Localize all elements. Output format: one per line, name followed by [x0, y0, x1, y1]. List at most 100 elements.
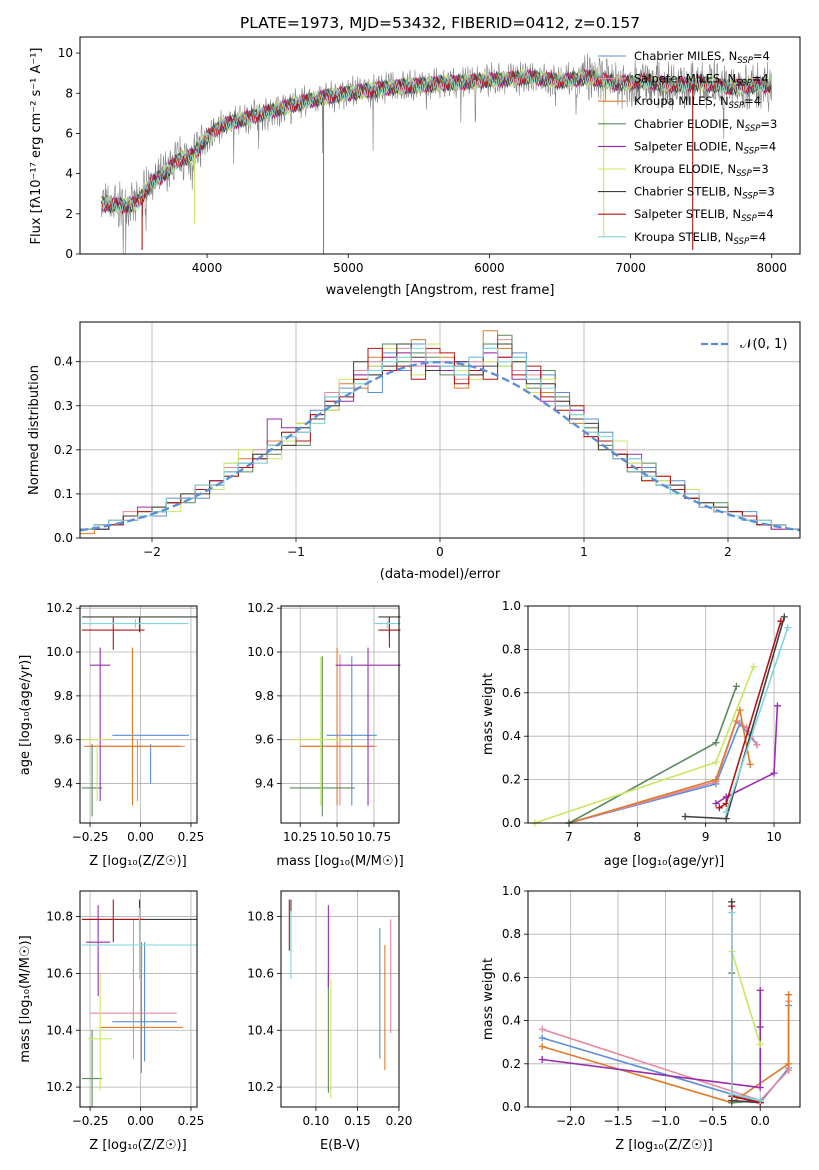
legend-subscript: SSP — [744, 146, 760, 156]
data-point-marker — [777, 617, 785, 625]
x-tick-label: 2 — [724, 545, 732, 559]
massweight-vs-z-ylabel: mass weight — [481, 958, 496, 1040]
massweight-vs-z-xlabel: Z [log₁₀(Z/Z☉)] — [615, 1138, 712, 1153]
y-tick-label: 6 — [65, 126, 73, 140]
y-tick-label: 0.2 — [502, 773, 521, 787]
histogram-step — [80, 347, 800, 530]
normal-curve — [79, 360, 801, 532]
legend-subscript: SSP — [745, 124, 761, 134]
x-tick-label: 8000 — [756, 261, 787, 275]
mass-vs-z-xlabel: Z [log₁₀(Z/Z☉)] — [89, 1138, 186, 1153]
y-tick-label: 4 — [65, 167, 73, 181]
x-tick-label: 0.25 — [178, 830, 205, 844]
y-tick-label: 0.4 — [54, 355, 73, 369]
x-tick-label: 0.15 — [344, 1114, 371, 1128]
x-tick-label: 0.00 — [127, 1114, 154, 1128]
spectrum-panel: PLATE=1973, MJD=53432, FIBERID=0412, z=0… — [29, 14, 801, 298]
data-point-marker — [785, 991, 793, 999]
data-point-marker — [780, 613, 788, 621]
model-spectrum-line — [100, 68, 772, 214]
x-tick-label: 0 — [436, 545, 444, 559]
model-spectrum-line — [100, 68, 772, 215]
y-tick-label: 9.8 — [54, 689, 73, 703]
legend-subscript: SSP — [742, 192, 758, 202]
y-tick-label: 0.6 — [502, 686, 521, 700]
series-line — [725, 627, 789, 813]
x-tick-label: −0.5 — [698, 1114, 727, 1128]
legend-label: Salpeter STELIB, NSSP=4 — [634, 207, 774, 224]
y-tick-label: 0.0 — [502, 816, 521, 830]
age-vs-z-axes-frame — [79, 605, 198, 824]
data-point-marker — [712, 776, 720, 784]
age-vs-mass-axes-frame — [280, 605, 400, 824]
x-tick-label: 0.25 — [178, 1114, 205, 1128]
x-tick-label: 10.25 — [283, 830, 317, 844]
x-tick-label: 6000 — [474, 261, 505, 275]
data-point-marker — [728, 1090, 736, 1098]
age-vs-z-ylabel: age [log₁₀(age/yr)] — [18, 655, 33, 776]
spectrum-xlabel: wavelength [Angstrom, rest frame] — [326, 283, 555, 298]
data-point-marker — [785, 1060, 793, 1068]
y-tick-label: 10.2 — [46, 1080, 73, 1094]
y-tick-label: 0.3 — [54, 399, 73, 413]
data-point-marker — [746, 760, 754, 768]
spectrum-ylabel: Flux [fλ10⁻¹⁷ erg cm⁻² s⁻¹ A⁻¹] — [29, 48, 44, 245]
model-spectrum-line — [100, 69, 772, 215]
y-tick-label: 0.4 — [502, 1014, 521, 1028]
data-point-marker — [712, 799, 720, 807]
mass-vs-z-ylabel: mass [log₁₀(M/M☉)] — [18, 935, 33, 1062]
age-vs-z-ticks: −0.25 0.00 0.25 9.4 9.6 9.8 10.0 10.2 — [46, 601, 204, 844]
data-point-marker — [770, 769, 778, 777]
data-point-marker — [756, 1084, 764, 1092]
legend-count: =4 — [744, 94, 761, 108]
massweight-vs-age-ylabel: mass weight — [481, 673, 496, 755]
series-line — [715, 705, 779, 805]
legend-subscript: SSP — [741, 214, 757, 224]
series-line — [542, 990, 762, 1089]
age-vs-mass-ticks: 10.25 10.50 10.75 9.4 9.6 9.8 10.0 10.2 — [247, 601, 399, 844]
mass-vs-z-ticks: −0.25 0.00 0.25 10.2 10.4 10.6 10.8 — [46, 891, 204, 1128]
legend-count: =4 — [757, 207, 774, 221]
mass-vs-ebv-ticks: 0.10 0.15 0.20 10.2 10.4 10.6 10.8 — [247, 891, 412, 1128]
x-tick-label: 10.50 — [320, 830, 354, 844]
data-point-marker — [756, 1040, 764, 1048]
x-tick-label: 9 — [702, 830, 710, 844]
legend-label: Kroupa ELODIE, NSSP=3 — [634, 162, 769, 179]
residuals-legend: 𝒩(0, 1) — [701, 337, 787, 352]
x-tick-label: −1 — [287, 545, 305, 559]
residuals-xlabel: (data-model)/error — [380, 567, 501, 582]
legend-count: =3 — [758, 185, 775, 199]
y-tick-label: 0.6 — [502, 970, 521, 984]
y-tick-label: 10.0 — [247, 645, 274, 659]
legend-subscript: SSP — [729, 101, 745, 111]
data-point-marker — [722, 815, 730, 823]
y-tick-label: 9.4 — [54, 777, 73, 791]
y-tick-label: 0.0 — [54, 531, 73, 545]
data-point-marker — [538, 1034, 546, 1042]
data-point-marker — [728, 909, 736, 917]
x-tick-label: −1.0 — [651, 1114, 680, 1128]
x-tick-label: 0.20 — [386, 1114, 413, 1128]
legend-subscript: SSP — [737, 56, 753, 66]
y-tick-label: 9.6 — [255, 733, 274, 747]
y-tick-label: 0.0 — [502, 1100, 521, 1114]
spectrum-ticks: 4000 5000 6000 7000 8000 0 2 4 6 8 10 — [58, 46, 787, 275]
y-tick-label: 9.6 — [54, 733, 73, 747]
legend-label: Salpeter MILES, NSSP=4 — [634, 72, 769, 89]
x-tick-label: 10.75 — [357, 830, 391, 844]
legend-subscript: SSP — [736, 169, 752, 179]
y-tick-label: 0.8 — [502, 927, 521, 941]
y-tick-label: 10.4 — [46, 1023, 73, 1037]
data-point-marker — [750, 663, 758, 671]
data-point-marker — [728, 902, 736, 910]
data-point-marker — [712, 758, 720, 766]
data-point-marker — [538, 1043, 546, 1051]
data-point-marker — [756, 1023, 764, 1031]
x-tick-label: 7000 — [615, 261, 646, 275]
spectrum-legend: Chabrier MILES, NSSP=4 Salpeter MILES, NS… — [598, 49, 777, 247]
series-line — [731, 951, 761, 1045]
x-tick-label: 10 — [766, 830, 781, 844]
y-tick-label: 0.4 — [502, 729, 521, 743]
residuals-ylabel: Normed distribution — [27, 365, 42, 495]
